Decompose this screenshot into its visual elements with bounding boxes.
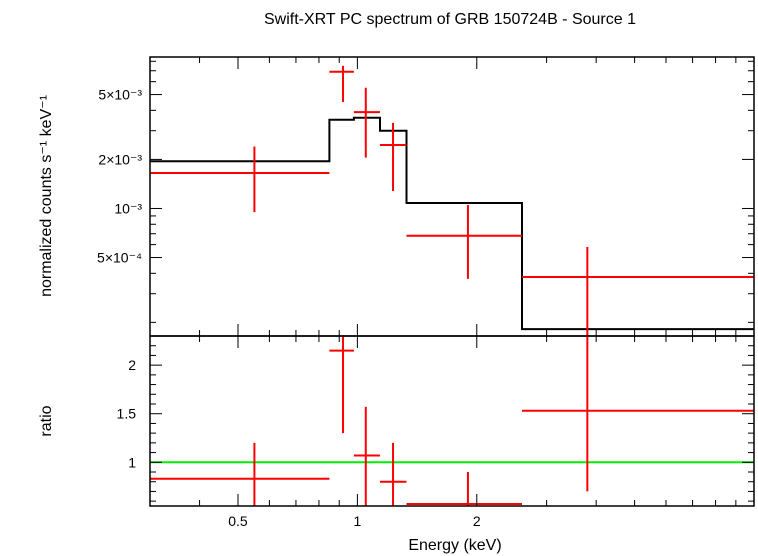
top-ylabel: normalized counts s⁻¹ keV⁻¹ [38,95,55,297]
x-tick-label: 0.5 [228,513,248,529]
model-step-line [150,116,754,331]
x-tick-label: 2 [473,513,481,529]
y-tick-label: 10⁻³ [114,200,142,216]
data-point-6 [521,247,754,336]
top-panel-frame [149,56,755,337]
data-point-5 [406,472,522,506]
bottom-panel: 0.5 1 2 1 1.5 2 ratio [38,335,755,529]
data-points [150,65,754,336]
data-point-1 [150,146,330,213]
y-tick-label: 1 [128,454,136,470]
data-point-3 [353,87,380,158]
data-point-5 [406,205,522,279]
data-point-4 [379,442,407,506]
top-axis-ticks: 5×10⁻³ 2×10⁻³ 10⁻³ 5×10⁻⁴ [97,57,754,336]
y-tick-label: 2×10⁻³ [98,151,142,167]
data-point-2 [329,336,354,434]
data-point-2 [329,65,354,103]
model-step [150,116,754,331]
y-tick-label: 2 [128,357,136,373]
x-axis-label: Energy (keV) [408,537,501,554]
bottom-panel-frame [149,335,755,507]
top-panel: 5×10⁻³ 2×10⁻³ 10⁻³ 5×10⁻⁴ normalized counts… [38,56,755,337]
y-tick-label: 1.5 [117,406,137,422]
data-point-3 [353,406,380,506]
bottom-axis-ticks: 0.5 1 2 1 1.5 2 [117,336,754,529]
x-tick-label: 1 [353,513,361,529]
bottom-ylabel: ratio [38,405,55,436]
y-tick-label: 5×10⁻³ [98,87,142,103]
chart-title: Swift-XRT PC spectrum of GRB 150724B - S… [264,11,636,28]
y-tick-label: 5×10⁻⁴ [97,250,142,266]
data-point-4 [379,122,407,191]
data-point-6 [521,336,754,492]
data-point-1 [150,442,330,506]
ratio-points [150,336,754,506]
